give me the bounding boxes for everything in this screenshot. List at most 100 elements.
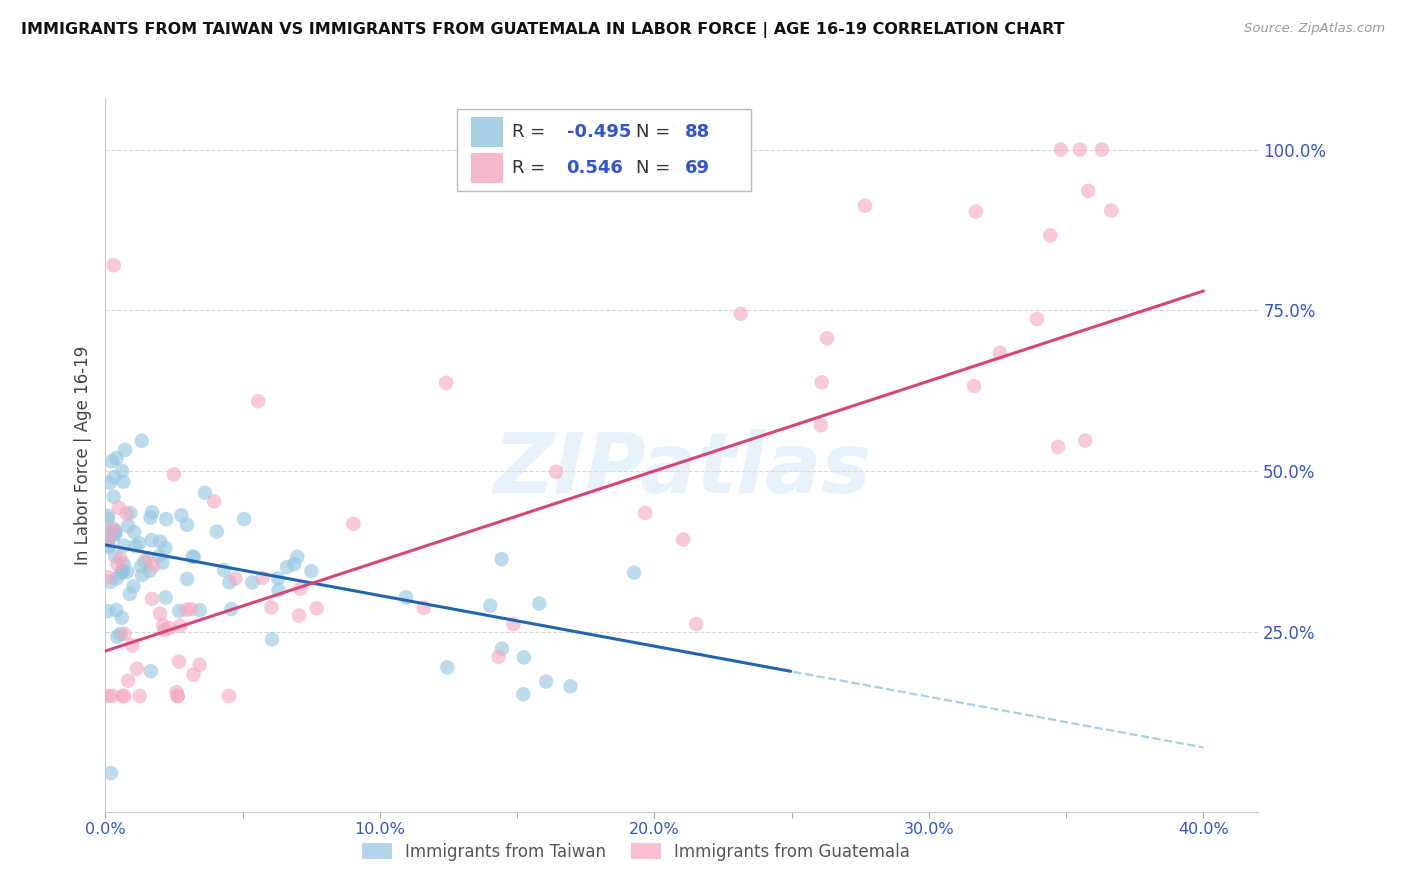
Point <box>560 679 582 693</box>
Point <box>100 766 122 780</box>
Point <box>963 379 986 393</box>
Point <box>166 685 188 699</box>
Point <box>103 490 125 504</box>
Point <box>152 556 174 570</box>
Point <box>131 434 153 448</box>
Point <box>1026 312 1049 326</box>
Point <box>685 617 707 632</box>
Point <box>163 467 186 482</box>
Point <box>103 258 125 272</box>
Point <box>105 451 128 466</box>
Point <box>111 564 134 578</box>
Point <box>105 603 128 617</box>
Point <box>188 603 211 617</box>
Point <box>299 564 322 578</box>
Point <box>267 571 290 585</box>
Point <box>110 551 132 566</box>
Point <box>96 534 118 549</box>
Point <box>218 575 240 590</box>
Point <box>112 539 135 553</box>
Point <box>202 494 225 508</box>
Text: 0.546: 0.546 <box>567 159 623 177</box>
Point <box>167 689 190 703</box>
Point <box>479 599 502 613</box>
Point <box>544 465 567 479</box>
Point <box>180 602 202 616</box>
Point <box>122 524 145 539</box>
Point <box>169 619 191 633</box>
Point <box>104 526 127 541</box>
Point <box>434 376 457 390</box>
Point <box>111 464 134 478</box>
Point <box>1074 434 1097 448</box>
Point <box>142 559 165 574</box>
Point <box>527 597 550 611</box>
Point <box>534 674 557 689</box>
Point <box>288 608 311 623</box>
Point <box>205 524 228 539</box>
Point <box>1069 143 1091 157</box>
Point <box>183 550 205 565</box>
Point <box>98 475 121 490</box>
Point <box>101 521 124 535</box>
Point <box>117 673 139 688</box>
Point <box>114 442 136 457</box>
Point <box>488 649 510 664</box>
Point <box>342 516 364 531</box>
Point <box>110 627 132 641</box>
Point <box>1077 184 1099 198</box>
Point <box>167 655 190 669</box>
Point <box>221 602 243 616</box>
Point <box>104 549 127 564</box>
Point <box>101 454 124 468</box>
Point <box>97 508 120 523</box>
Text: N =: N = <box>636 123 676 141</box>
Point <box>395 591 418 605</box>
Bar <box>471 118 503 147</box>
Point <box>1091 143 1114 157</box>
Point <box>1049 143 1071 157</box>
Point <box>111 611 134 625</box>
Point <box>97 538 120 552</box>
Point <box>104 528 127 542</box>
Point <box>153 624 176 638</box>
Text: R =: R = <box>512 123 551 141</box>
Point <box>159 621 181 635</box>
Point <box>134 554 156 568</box>
Point <box>252 571 274 585</box>
Point <box>1039 228 1062 243</box>
Point <box>305 601 328 615</box>
Point <box>988 346 1011 360</box>
Point <box>128 689 150 703</box>
Point <box>224 572 246 586</box>
Point <box>194 486 217 500</box>
Point <box>100 528 122 542</box>
Point <box>218 689 240 703</box>
Point <box>111 565 134 579</box>
Point <box>125 662 148 676</box>
Point <box>121 639 143 653</box>
Text: IMMIGRANTS FROM TAIWAN VS IMMIGRANTS FROM GUATEMALA IN LABOR FORCE | AGE 16-19 C: IMMIGRANTS FROM TAIWAN VS IMMIGRANTS FRO… <box>21 22 1064 38</box>
Point <box>276 560 298 574</box>
Text: -0.495: -0.495 <box>567 123 631 141</box>
Point <box>136 551 159 566</box>
Point <box>512 687 534 701</box>
Text: ZIPatlas: ZIPatlas <box>494 429 870 509</box>
Point <box>513 650 536 665</box>
Point <box>181 549 204 564</box>
Point <box>502 617 524 632</box>
Point <box>853 199 876 213</box>
Point <box>114 627 136 641</box>
Point <box>112 475 135 489</box>
Point <box>965 204 987 219</box>
Point <box>97 512 120 526</box>
Point <box>108 500 131 515</box>
Point <box>105 630 128 644</box>
Point <box>260 600 283 615</box>
Point <box>118 587 141 601</box>
Point <box>152 618 174 632</box>
Point <box>103 470 125 484</box>
Point <box>97 570 120 584</box>
Point <box>107 558 129 572</box>
Point <box>111 689 134 703</box>
